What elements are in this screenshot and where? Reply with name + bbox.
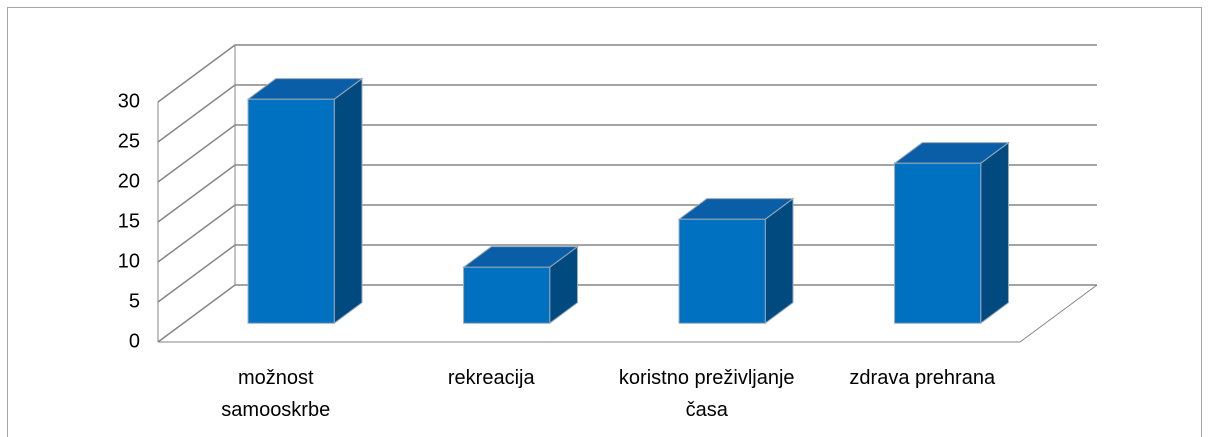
bar <box>677 197 795 325</box>
grid-line <box>157 164 236 223</box>
grid-line <box>157 84 236 143</box>
y-tick-label: 25 <box>118 130 140 152</box>
x-tick-label: rekreacija <box>447 367 535 389</box>
chart-frame <box>7 7 1202 437</box>
bar-front <box>247 98 335 324</box>
bar-side <box>333 77 363 325</box>
bar-side <box>764 197 794 325</box>
x-tick-label: koristno preživljanje časa <box>618 367 795 421</box>
y-tick-label: 20 <box>118 170 140 192</box>
y-tick-label: 0 <box>129 330 140 352</box>
grid-line <box>157 124 236 183</box>
y-tick-label: 15 <box>118 210 140 232</box>
x-tick-label: možnost samooskrbe <box>221 367 331 421</box>
bar-front <box>894 162 982 324</box>
x-tick-label: zdrava prehrana <box>849 367 996 389</box>
grid-line <box>157 204 236 263</box>
grid-line <box>157 284 236 343</box>
bar <box>246 77 364 325</box>
grid-line <box>157 244 236 303</box>
floor-edge <box>1019 284 1098 343</box>
y-tick-label: 5 <box>129 290 140 312</box>
bar-front <box>463 266 551 324</box>
y-tick-label: 10 <box>118 250 140 272</box>
bar <box>462 245 579 325</box>
bar-side <box>980 141 1009 325</box>
bar <box>893 141 1010 325</box>
y-tick-label: 30 <box>118 90 140 112</box>
bar-front <box>678 218 766 324</box>
grid-line <box>157 44 236 103</box>
